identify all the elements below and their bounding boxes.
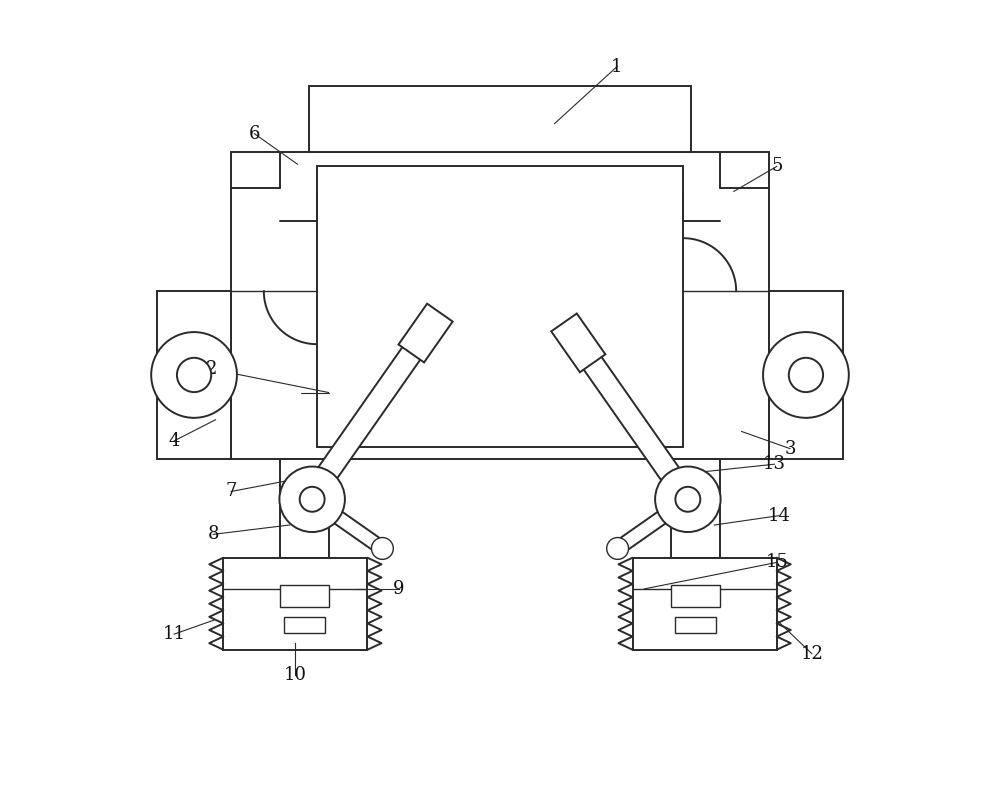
- Circle shape: [300, 487, 325, 512]
- Polygon shape: [671, 585, 720, 607]
- Polygon shape: [307, 343, 423, 495]
- Circle shape: [371, 538, 393, 560]
- Polygon shape: [157, 291, 231, 458]
- Polygon shape: [308, 494, 386, 554]
- Polygon shape: [223, 557, 367, 650]
- Text: 1: 1: [611, 57, 623, 75]
- Text: 14: 14: [768, 506, 790, 524]
- Polygon shape: [317, 166, 683, 447]
- Circle shape: [655, 466, 721, 532]
- Text: 2: 2: [206, 360, 217, 378]
- Text: 9: 9: [393, 580, 404, 598]
- Circle shape: [763, 332, 849, 418]
- Polygon shape: [769, 291, 843, 458]
- Circle shape: [675, 487, 700, 512]
- Polygon shape: [675, 617, 716, 633]
- Text: 5: 5: [771, 158, 782, 176]
- Polygon shape: [284, 617, 325, 633]
- Text: 7: 7: [225, 483, 237, 501]
- Text: 3: 3: [784, 440, 796, 458]
- Polygon shape: [551, 313, 605, 372]
- Text: 4: 4: [169, 432, 180, 450]
- Circle shape: [279, 466, 345, 532]
- Text: 13: 13: [763, 455, 786, 473]
- Circle shape: [607, 538, 629, 560]
- Polygon shape: [280, 585, 329, 607]
- Circle shape: [151, 332, 237, 418]
- Text: 10: 10: [284, 666, 307, 684]
- Polygon shape: [399, 304, 453, 363]
- Circle shape: [177, 358, 211, 392]
- Text: 11: 11: [163, 625, 186, 643]
- Circle shape: [789, 358, 823, 392]
- Polygon shape: [231, 152, 769, 458]
- Polygon shape: [633, 557, 777, 650]
- Text: 8: 8: [207, 525, 219, 543]
- Text: 6: 6: [249, 125, 260, 143]
- Polygon shape: [581, 352, 697, 506]
- Text: 15: 15: [765, 553, 788, 571]
- Polygon shape: [309, 86, 691, 152]
- Polygon shape: [671, 458, 720, 557]
- Polygon shape: [280, 458, 329, 557]
- Polygon shape: [614, 494, 692, 554]
- Text: 12: 12: [800, 644, 823, 663]
